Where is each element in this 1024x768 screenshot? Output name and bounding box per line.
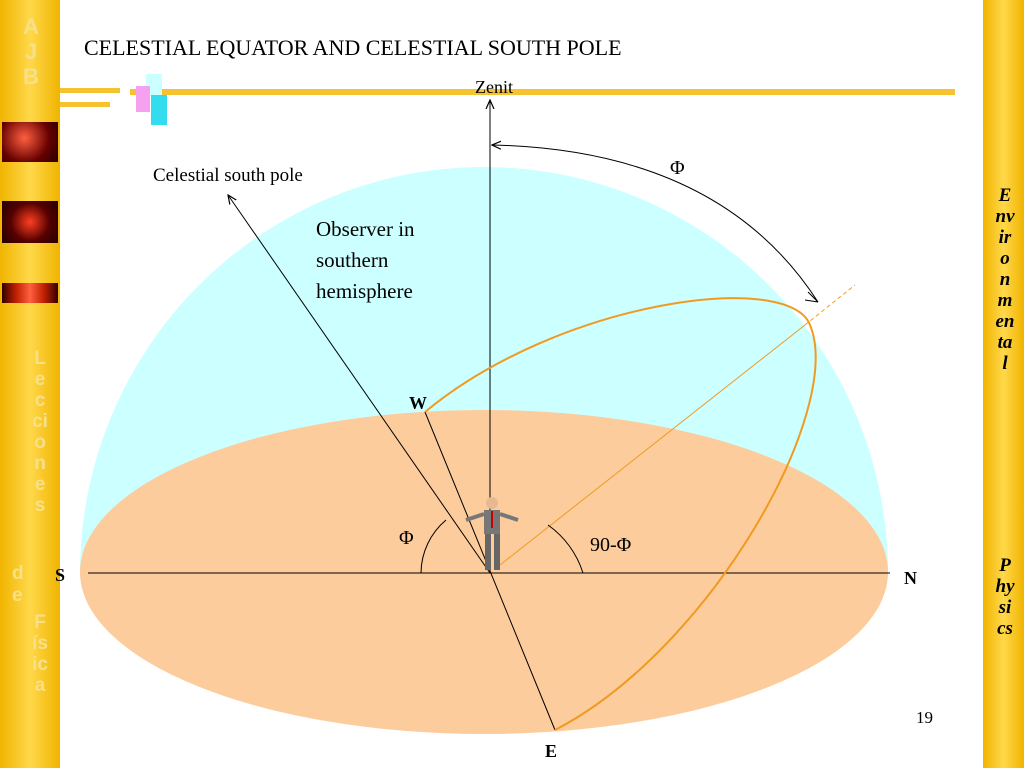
thumbnail <box>2 201 58 243</box>
label: southern <box>316 248 389 272</box>
thumbnail <box>2 283 58 303</box>
rule <box>60 102 110 107</box>
angle-arc <box>420 519 447 574</box>
label: E <box>545 741 557 761</box>
deco <box>146 74 162 96</box>
sidebar-word: Environmental <box>995 185 1015 374</box>
page-number: 19 <box>916 708 933 727</box>
arrow-head <box>804 291 819 303</box>
subject: Física <box>32 612 48 696</box>
right-sidebar <box>983 0 1024 768</box>
deco <box>151 95 167 125</box>
equator-axis <box>804 284 856 326</box>
thumbnail <box>2 122 58 162</box>
rule <box>60 88 120 93</box>
label: N <box>904 568 917 588</box>
celestial-equator <box>424 297 817 731</box>
label: Celestial south pole <box>153 165 303 186</box>
pole-arrow <box>228 195 491 574</box>
angle-arc <box>547 524 584 574</box>
label: Φ <box>670 157 685 179</box>
equator-axis <box>499 324 806 566</box>
label: Observer in <box>316 217 415 241</box>
title: CELESTIAL EQUATOR AND CELESTIAL SOUTH PO… <box>84 35 622 60</box>
label: 90-Φ <box>590 534 632 556</box>
label: W <box>409 393 427 413</box>
phi-arc <box>492 145 819 303</box>
deco <box>136 86 150 112</box>
west-east-line <box>424 411 556 731</box>
label: Zenit <box>475 77 513 97</box>
label: hemisphere <box>316 279 413 303</box>
sidebar-word: Physics <box>995 555 1015 639</box>
horizon-plane <box>80 410 888 734</box>
rule <box>130 89 955 95</box>
logo: AJB <box>23 14 39 89</box>
connector: de <box>12 563 24 606</box>
observer-figure <box>465 497 519 570</box>
label: S <box>55 565 65 585</box>
label: Φ <box>399 527 414 549</box>
course: Lecciones <box>32 348 48 516</box>
